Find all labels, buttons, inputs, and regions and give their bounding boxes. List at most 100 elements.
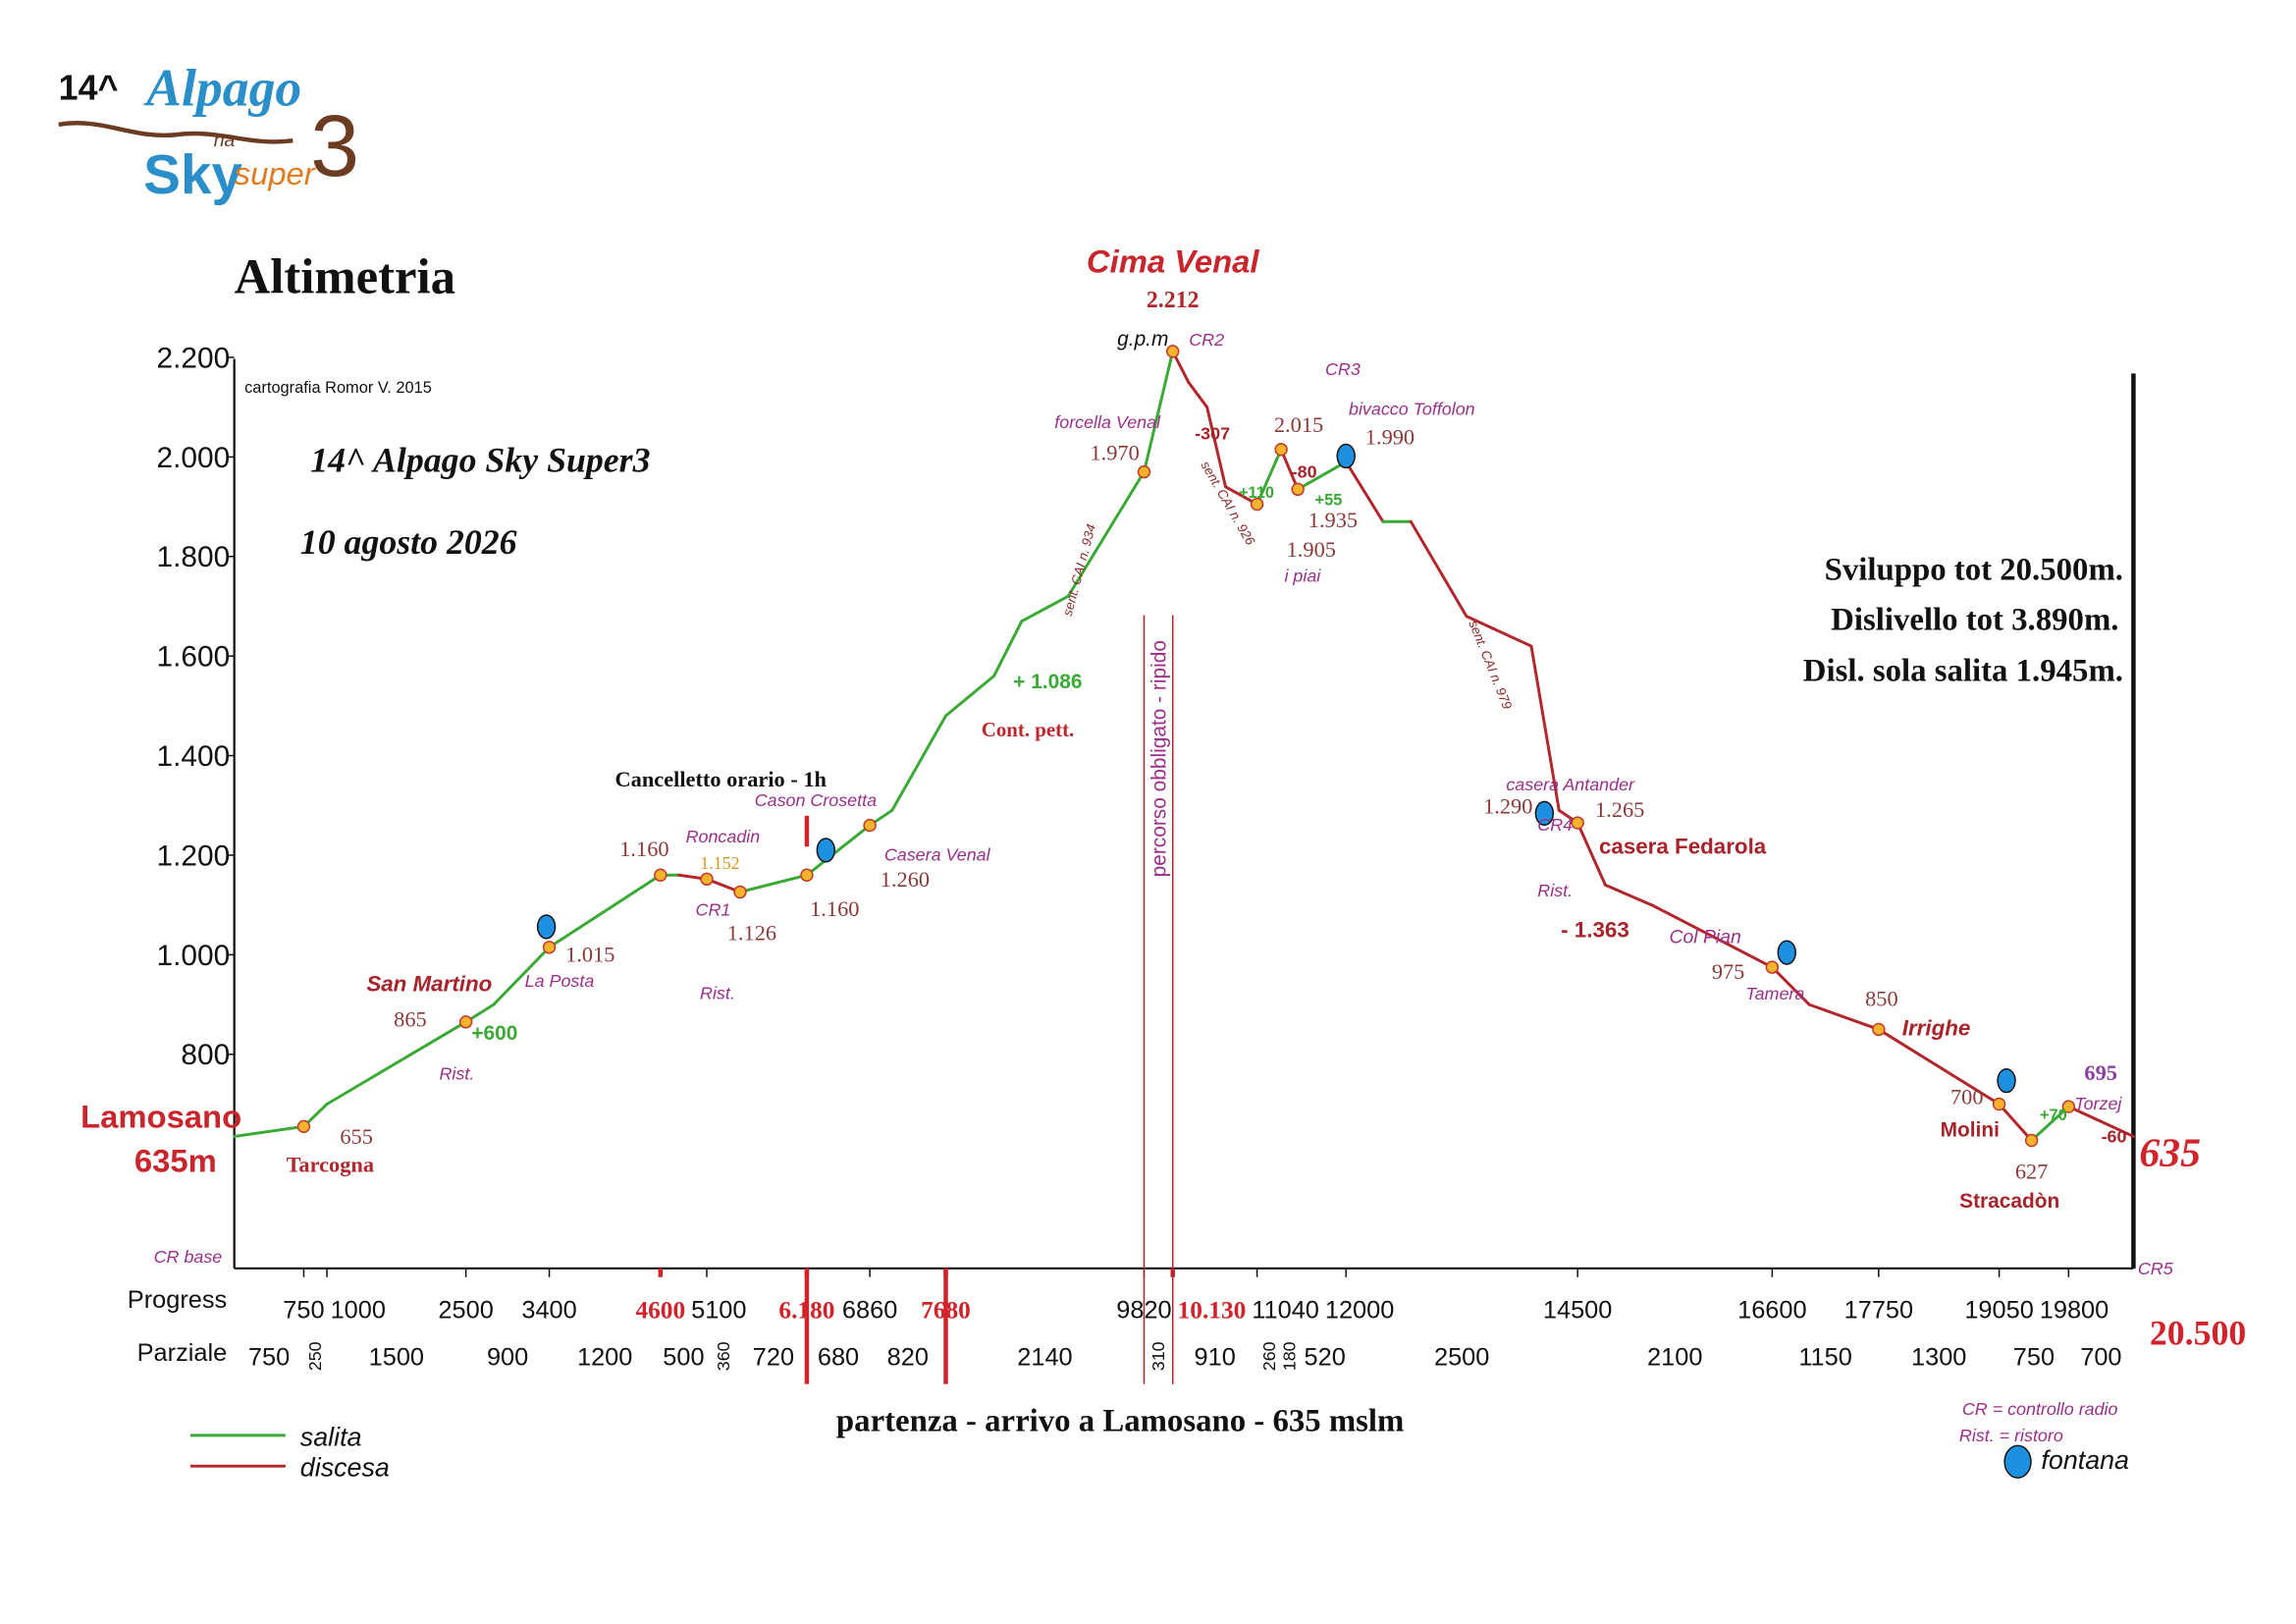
profile-segment — [890, 714, 947, 812]
row-label: Parziale — [137, 1339, 228, 1367]
profile-segment — [1603, 883, 1654, 907]
partial-label: 1200 — [577, 1343, 632, 1371]
annotation: CR4 — [1537, 815, 1573, 835]
place-label: Tamera — [1745, 984, 1804, 1003]
annotation: g.p.m — [1117, 328, 1168, 351]
value-label: 1.935 — [1308, 508, 1358, 532]
fountain-icon — [536, 914, 557, 940]
annotation: +110 — [1239, 484, 1274, 502]
x-tick-label: 17750 — [1844, 1297, 1913, 1325]
y-tick-label: 1.400 — [157, 740, 231, 773]
partial-label: 250 — [305, 1341, 325, 1371]
partial-label: 910 — [1195, 1343, 1236, 1371]
value-label: 635 — [2139, 1130, 2201, 1175]
profile-segment — [1770, 965, 1811, 1006]
fountain-icon — [1534, 800, 1555, 827]
x-tick-label: 1000 — [331, 1297, 386, 1325]
partial-label: 310 — [1148, 1341, 1168, 1371]
annotation: percorso obbligato - ripido — [1148, 640, 1170, 877]
profile-segment — [325, 1020, 468, 1106]
point-marker — [1571, 816, 1584, 830]
logo-text: super — [235, 155, 317, 191]
profile-segment — [1807, 1002, 1881, 1031]
profile-segment — [1020, 594, 1070, 623]
annotation: +55 — [1315, 492, 1343, 510]
partial-label: 180 — [1280, 1341, 1300, 1371]
y-tick-label: 1.000 — [157, 940, 231, 972]
profile-segment — [1998, 1103, 2034, 1143]
profile-segment — [1650, 903, 1774, 969]
annotation: Rist. — [700, 983, 735, 1002]
value-label: 695 — [2084, 1060, 2117, 1085]
place-label: Molini — [1941, 1118, 2000, 1141]
profile-segment — [2030, 1105, 2070, 1143]
value-label: 865 — [394, 1006, 427, 1031]
value-label: 655 — [340, 1124, 373, 1149]
point-marker — [2024, 1133, 2039, 1148]
logo-text: 3 — [310, 96, 359, 194]
point-marker — [1274, 443, 1288, 457]
chart-title: Altimetria — [235, 248, 455, 303]
fountain-icon — [2003, 1444, 2032, 1479]
value-label: 700 — [1950, 1084, 1984, 1109]
x-tick-label: 12000 — [1325, 1297, 1394, 1325]
annotation: Col Pian — [1670, 927, 1741, 948]
place-label: Casera Venal — [884, 844, 991, 864]
annotation: Sviluppo tot 20.500m. — [1825, 553, 2123, 588]
profile-segment — [1255, 448, 1283, 507]
annotation: fontana — [2041, 1445, 2129, 1475]
annotation: cartografia Romor V. 2015 — [244, 379, 432, 397]
value-label: 1.905 — [1287, 537, 1336, 562]
point-marker — [863, 818, 877, 833]
x-tick-label: 6860 — [842, 1297, 897, 1325]
x-tick-label: 11040 — [1252, 1297, 1319, 1325]
profile-segment — [1142, 350, 1175, 474]
partial-label: 260 — [1259, 1341, 1279, 1371]
annotation: CR2 — [1189, 330, 1224, 350]
row-label: Progress — [128, 1286, 227, 1314]
point-marker — [800, 868, 814, 882]
partial-label: 2140 — [1017, 1343, 1072, 1371]
y-tick-label: 1.200 — [157, 839, 231, 872]
annotation: sent. CAI n. 979 — [1466, 619, 1515, 712]
partial-label: 680 — [818, 1343, 859, 1371]
annotation: Rist. — [1537, 881, 1573, 900]
partial-label: 750 — [2013, 1343, 2055, 1371]
partial-label: 720 — [753, 1343, 794, 1371]
x-tick-label: 4600 — [635, 1297, 685, 1325]
place-label: Torzej — [2074, 1094, 2122, 1113]
value-label: 2.015 — [1274, 412, 1323, 437]
fountain-icon — [1777, 940, 1796, 965]
profile-segment — [738, 873, 809, 894]
value-label: 1.126 — [727, 921, 776, 946]
partial-label: 900 — [487, 1343, 528, 1371]
logo-edition: 14^ — [59, 68, 119, 107]
annotation: + 1.086 — [1013, 671, 1082, 693]
partial-label: 700 — [2080, 1343, 2121, 1371]
value-label: 2.212 — [1147, 288, 1200, 313]
annotation: 20.500 — [2150, 1313, 2246, 1352]
fountain-icon — [1997, 1067, 2016, 1094]
partial-label: 1500 — [369, 1343, 424, 1371]
partial-label: 2100 — [1647, 1343, 1702, 1371]
legend-label: salita — [300, 1422, 362, 1451]
x-tick-label: 2500 — [438, 1297, 493, 1325]
value-label: 1.990 — [1365, 425, 1415, 450]
partial-label: 820 — [887, 1343, 929, 1371]
annotation: Rist. — [440, 1063, 475, 1083]
fountain-icon — [1336, 443, 1356, 469]
place-label: forcella Venal — [1054, 412, 1161, 432]
annotation: partenza - arrivo a Lamosano - 635 mslm — [836, 1403, 1404, 1438]
point-marker — [1291, 482, 1305, 497]
point-marker — [458, 1015, 473, 1029]
partial-label: 750 — [248, 1343, 290, 1371]
partial-label: 520 — [1305, 1343, 1346, 1371]
value-label: 1.015 — [565, 943, 614, 967]
point-marker — [654, 868, 667, 882]
x-tick-label: 19050 — [1964, 1297, 2033, 1325]
partial-label: 500 — [663, 1343, 704, 1371]
logo-text: Sky — [143, 144, 242, 206]
profile-segment — [1296, 460, 1348, 491]
profile-segment — [1344, 460, 1385, 523]
x-tick-label: 10.130 — [1178, 1297, 1247, 1325]
